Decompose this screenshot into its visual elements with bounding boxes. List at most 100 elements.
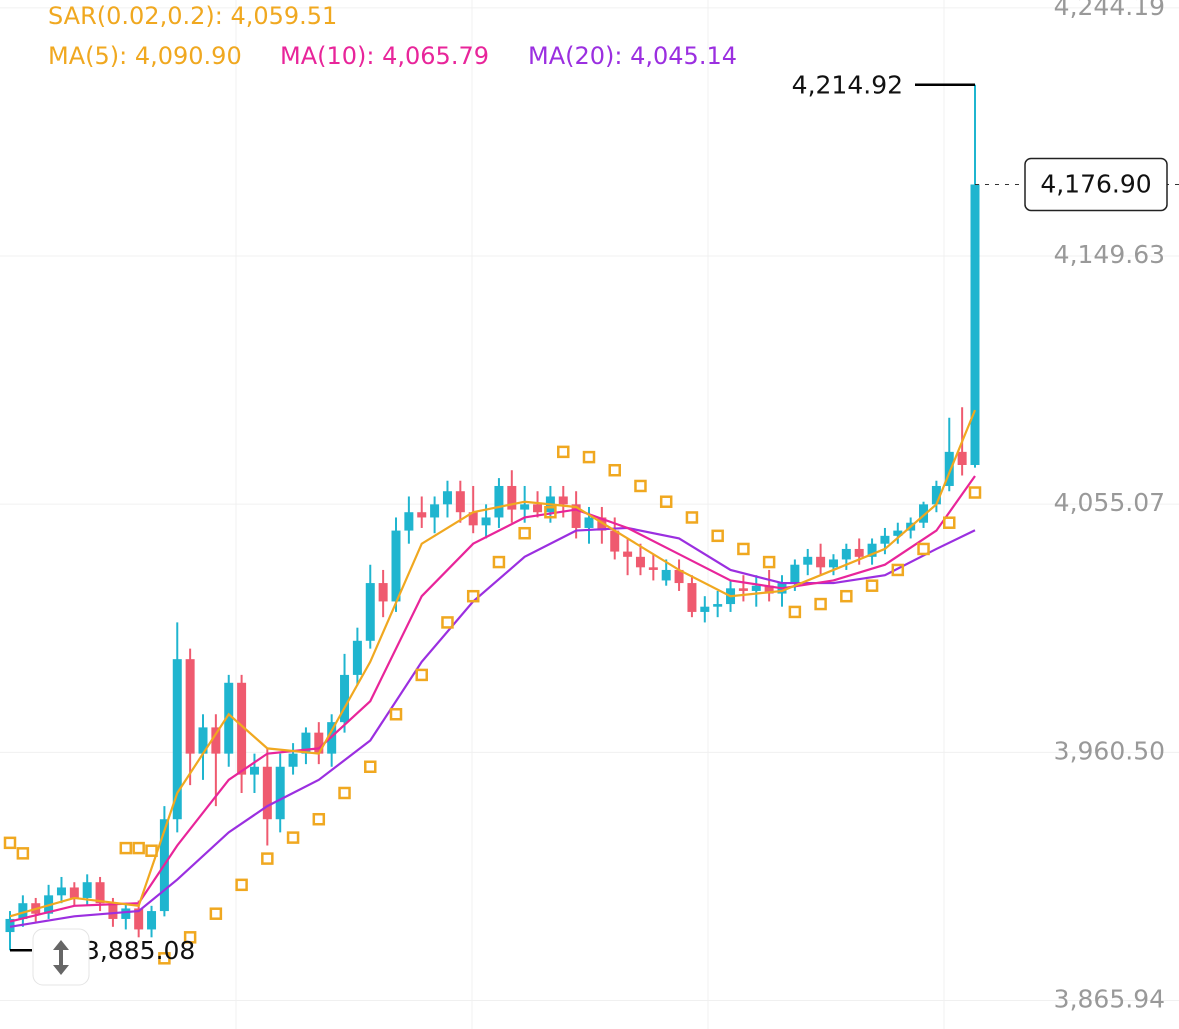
- candle-body: [687, 583, 697, 612]
- sar-point: [261, 852, 274, 865]
- low-label: 3,885.08: [84, 936, 195, 965]
- candle-body: [391, 530, 401, 602]
- candle-body: [365, 583, 375, 641]
- scale-button[interactable]: [32, 928, 90, 986]
- candle-body: [919, 504, 929, 523]
- candle-body: [738, 588, 748, 591]
- sar-point: [788, 605, 802, 619]
- candle-body: [571, 504, 581, 528]
- candle-body: [455, 491, 465, 513]
- candle-body: [635, 556, 645, 568]
- candle-body: [134, 908, 144, 930]
- sar-point: [943, 516, 956, 529]
- candle-body: [597, 517, 607, 531]
- sar-point: [544, 505, 557, 519]
- candle-body: [931, 485, 941, 505]
- candle-body: [494, 485, 504, 518]
- candle-body: [507, 485, 517, 510]
- candle-body: [700, 606, 710, 612]
- candle-body: [481, 517, 491, 526]
- ma-line: [9, 409, 977, 918]
- sar-point: [891, 563, 905, 577]
- sar-point: [659, 495, 673, 508]
- sar-point: [16, 847, 30, 860]
- sar-point: [119, 841, 133, 855]
- candle-body: [468, 512, 478, 526]
- legend-entry: MA(20): 4,045.14: [528, 42, 737, 70]
- candle-body: [880, 535, 890, 544]
- candle-body: [211, 727, 221, 754]
- candle-body: [957, 451, 967, 465]
- sar-point: [518, 526, 531, 540]
- sar-point: [865, 579, 879, 592]
- candle-body: [713, 604, 723, 607]
- candle-body: [970, 184, 980, 465]
- candle-body: [121, 908, 131, 919]
- candle-body: [417, 512, 427, 518]
- sar-point: [441, 616, 454, 629]
- candle-body: [623, 551, 633, 557]
- sar-point: [338, 786, 351, 800]
- candle-body: [648, 567, 658, 570]
- candle-body: [147, 911, 157, 930]
- candle-body: [378, 583, 388, 602]
- candle-body: [340, 674, 350, 723]
- sar-point: [286, 831, 300, 844]
- candle-body: [661, 569, 671, 581]
- sar-point: [737, 542, 750, 556]
- candle-body: [237, 682, 247, 775]
- candle-body: [430, 504, 440, 518]
- candle-body: [816, 556, 826, 568]
- button-icon: [53, 940, 69, 975]
- candle-body: [790, 564, 800, 584]
- candle-body: [520, 504, 530, 510]
- candle-body: [95, 882, 105, 904]
- candle-body: [803, 556, 813, 565]
- sar-point: [917, 542, 930, 556]
- candle-body: [198, 727, 208, 754]
- sar-point: [968, 486, 982, 499]
- sar-point: [634, 479, 647, 493]
- candle-body: [558, 496, 568, 505]
- candle-body: [404, 512, 414, 531]
- candle-body: [867, 543, 877, 557]
- candle-body: [56, 887, 66, 896]
- candle-body: [828, 559, 838, 568]
- vertical-grid: [235, 0, 945, 1029]
- candle-body: [224, 682, 234, 754]
- candle-body: [584, 517, 594, 528]
- candle-body: [172, 659, 182, 820]
- candle-body: [314, 732, 324, 754]
- sar-point: [312, 812, 326, 826]
- y-tick-label: 4,149.63: [1054, 240, 1165, 269]
- sar-point: [389, 708, 403, 721]
- high-label: 4,214.92: [792, 71, 903, 100]
- candle-body: [288, 753, 298, 767]
- sar-point: [711, 529, 724, 543]
- sar-point: [145, 844, 158, 857]
- sar-point: [364, 760, 377, 774]
- plot: 4,214.92 3,885.08 4,176.90: [3, 71, 1179, 965]
- candle-body: [352, 640, 362, 675]
- legend: SAR(0.02,0.2): 4,059.51 MA(5): 4,090.90 MA…: [48, 2, 737, 70]
- sar-point: [814, 597, 827, 611]
- sar-point: [608, 463, 621, 477]
- legend-entry: MA(5): 4,090.90: [48, 42, 242, 70]
- candle-body: [610, 530, 620, 552]
- legend-entry: SAR(0.02,0.2): 4,059.51: [48, 2, 337, 30]
- candle-body: [275, 766, 285, 820]
- candle-body: [82, 882, 92, 898]
- candle-body: [69, 887, 79, 898]
- sar-point: [582, 450, 596, 464]
- candle-body: [944, 451, 954, 486]
- y-tick-label: 3,960.50: [1054, 736, 1165, 765]
- candle-body: [249, 766, 259, 775]
- last-price-box: [1024, 157, 1168, 212]
- sar-point: [132, 841, 145, 855]
- candle-body: [533, 504, 543, 513]
- last-price-label: 4,176.90: [1040, 169, 1151, 198]
- sar-point: [840, 589, 853, 603]
- candle-body: [5, 918, 15, 933]
- sar-point: [209, 907, 223, 920]
